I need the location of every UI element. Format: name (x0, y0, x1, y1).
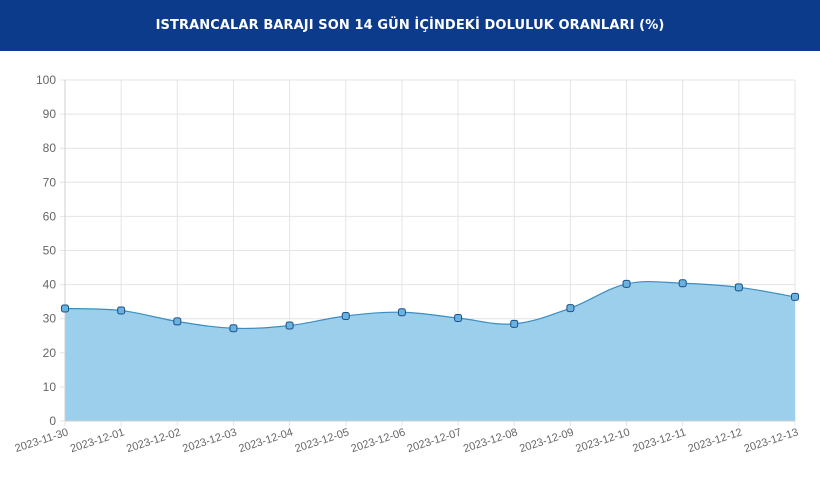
data-point[interactable] (173, 317, 182, 326)
data-point[interactable] (510, 319, 519, 328)
data-point[interactable] (622, 279, 631, 288)
data-point[interactable] (117, 306, 126, 315)
point-layer (61, 279, 799, 333)
x-tick-label: 2023-12-02 (125, 426, 182, 455)
x-tick-label: 2023-12-04 (237, 426, 294, 455)
data-point[interactable] (285, 321, 294, 330)
x-tick-label: 2023-12-10 (574, 426, 631, 455)
area-layer (64, 80, 796, 422)
data-point[interactable] (341, 311, 350, 320)
area-fill (65, 281, 795, 421)
series-line (64, 280, 796, 330)
y-tick-label: 90 (43, 107, 57, 121)
data-point[interactable] (678, 279, 687, 288)
data-point[interactable] (734, 283, 743, 292)
y-tick-label: 70 (43, 175, 57, 189)
y-tick-label: 50 (43, 244, 57, 258)
y-tick-label: 0 (49, 414, 56, 428)
y-tick-label: 30 (43, 312, 57, 326)
x-tick-label: 2023-11-30 (13, 426, 69, 455)
x-tick-label: 2023-12-09 (518, 426, 575, 455)
data-point[interactable] (566, 304, 575, 313)
x-tick-label: 2023-12-03 (181, 426, 238, 455)
y-tick-label: 20 (43, 346, 57, 360)
y-tick-label: 80 (43, 141, 57, 155)
x-tick-label: 2023-12-01 (69, 426, 126, 455)
x-tick-label: 2023-12-13 (743, 426, 800, 455)
data-point[interactable] (791, 292, 799, 301)
y-tick-label: 10 (43, 380, 57, 394)
y-tick-label: 100 (36, 73, 56, 87)
data-point[interactable] (397, 308, 406, 317)
x-tick-label: 2023-12-08 (462, 426, 519, 455)
chart-header: ISTRANCALAR BARAJI SON 14 GÜN İÇİNDEKİ D… (0, 0, 820, 51)
chart-container: 0 10 20 30 40 50 60 70 80 90 100 2023-11-30 2023-12… (0, 51, 820, 481)
data-point[interactable] (454, 314, 463, 323)
chart-title: ISTRANCALAR BARAJI SON 14 GÜN İÇİNDEKİ D… (155, 18, 665, 33)
x-tick-label: 2023-12-11 (631, 426, 687, 455)
x-axis-ticks: 2023-11-302023-12-012023-12-022023-12-03… (13, 426, 799, 455)
data-point[interactable] (229, 324, 238, 333)
y-tick-label: 40 (43, 278, 57, 292)
data-point[interactable] (61, 304, 69, 313)
x-tick-label: 2023-12-05 (293, 426, 350, 455)
x-tick-label: 2023-12-12 (687, 426, 744, 455)
y-tick-label: 60 (43, 209, 57, 223)
x-tick-label: 2023-12-06 (350, 426, 407, 455)
y-axis-ticks: 0 10 20 30 40 50 60 70 80 90 100 (36, 73, 56, 428)
x-tick-label: 2023-12-07 (406, 426, 463, 455)
